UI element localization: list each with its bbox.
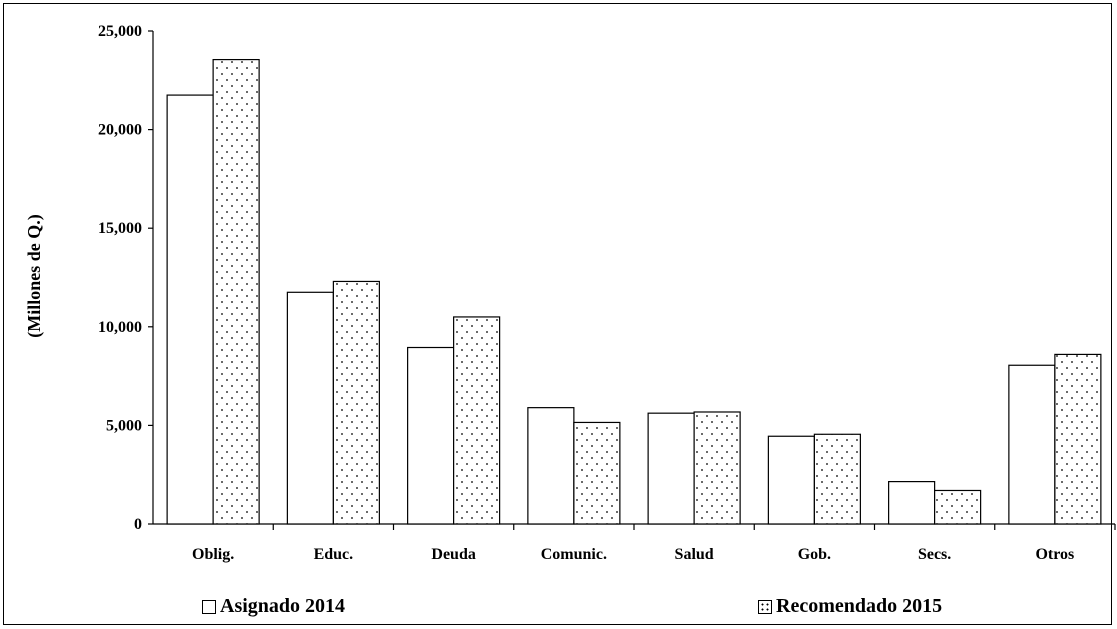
bar-asignado-2014 (767, 435, 815, 525)
bar-asignado-2014 (888, 481, 936, 525)
x-category-label: Comunic. (541, 546, 607, 563)
x-category-label: Oblig. (192, 546, 234, 563)
x-category-label: Otros (1035, 546, 1074, 563)
legend-swatch-dotted (758, 599, 772, 614)
x-category-label: Salud (675, 546, 714, 563)
bar-recomendado-2015 (693, 411, 741, 525)
bar-recomendado-2015 (1054, 353, 1102, 525)
bar-asignado-2014 (286, 291, 334, 525)
y-tick-label: 0 (134, 516, 142, 533)
bar-recomendado-2015 (934, 489, 982, 525)
legend-swatch-plain (202, 599, 216, 614)
y-tick-label: 25,000 (98, 23, 142, 40)
x-category-label: Secs. (918, 546, 951, 563)
y-tick-label: 15,000 (98, 220, 142, 237)
legend-item-recomendado-2015: Recomendado 2015 (758, 595, 942, 618)
labels: 0 5,000 10,000 15,000 20,000 25,000 Oblig. Educ… (98, 23, 1074, 563)
y-tick-label: 5,000 (106, 417, 142, 434)
y-tick-label: 20,000 (98, 122, 142, 139)
bar-recomendado-2015 (212, 58, 260, 525)
x-category-label: Gob. (798, 546, 831, 563)
legend-label-asignado-2014: Asignado 2014 (220, 595, 346, 617)
y-axis-title: (Millones de Q.) (24, 214, 45, 338)
bar-asignado-2014 (166, 94, 214, 525)
bar-recomendado-2015 (453, 316, 501, 525)
bars (166, 58, 1102, 525)
legend-item-asignado-2014: Asignado 2014 (202, 595, 345, 618)
bar-asignado-2014 (527, 407, 575, 525)
legend-label-recomendado-2015: Recomendado 2015 (776, 595, 943, 617)
bar-recomendado-2015 (573, 421, 621, 525)
bar-asignado-2014 (647, 412, 695, 525)
bar-asignado-2014 (1008, 364, 1056, 525)
bar-asignado-2014 (407, 346, 455, 525)
x-category-label: Deuda (431, 546, 475, 563)
y-tick-label: 10,000 (98, 319, 142, 336)
bar-recomendado-2015 (332, 280, 380, 525)
x-category-label: Educ. (314, 546, 354, 563)
bar-recomendado-2015 (813, 433, 861, 525)
